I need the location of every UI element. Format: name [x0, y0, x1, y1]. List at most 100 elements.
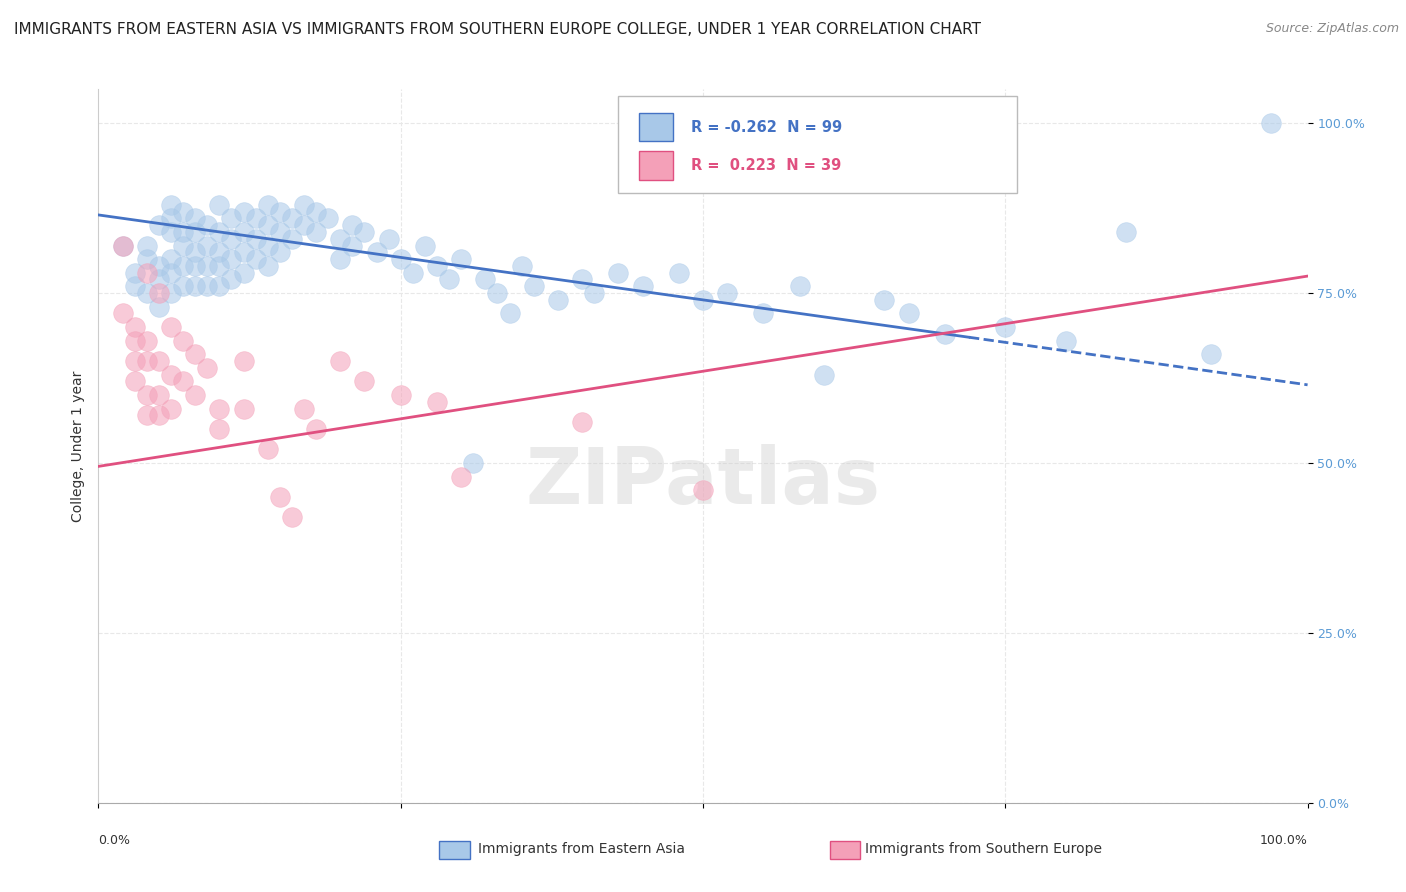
Point [342, 238, 364, 252]
Point [245, 252, 267, 266]
Point [486, 286, 509, 301]
Point [377, 232, 399, 246]
Point [160, 211, 183, 226]
Point [450, 469, 472, 483]
Point [631, 279, 654, 293]
Y-axis label: College, Under 1 year: College, Under 1 year [70, 370, 84, 522]
Point [269, 245, 291, 260]
Point [124, 354, 146, 368]
Point [547, 293, 569, 307]
Point [450, 252, 472, 266]
Point [342, 218, 364, 232]
Text: Immigrants from Eastern Asia: Immigrants from Eastern Asia [478, 842, 685, 856]
Text: Immigrants from Southern Europe: Immigrants from Southern Europe [865, 842, 1102, 856]
Point [245, 211, 267, 226]
Point [148, 354, 170, 368]
Point [135, 252, 157, 266]
Point [413, 238, 436, 252]
Point [245, 232, 267, 246]
Point [160, 320, 183, 334]
Point [208, 259, 231, 273]
Point [305, 204, 328, 219]
Point [232, 354, 254, 368]
Text: Source: ZipAtlas.com: Source: ZipAtlas.com [1265, 22, 1399, 36]
Point [281, 211, 304, 226]
Point [813, 368, 835, 382]
Point [135, 334, 157, 348]
Point [208, 245, 231, 260]
Point [1054, 334, 1077, 348]
Point [571, 272, 593, 286]
Point [184, 279, 207, 293]
Point [148, 388, 170, 402]
Point [111, 238, 134, 252]
Point [172, 225, 194, 239]
Point [305, 225, 328, 239]
Point [510, 259, 533, 273]
Point [135, 409, 157, 423]
Point [135, 238, 157, 252]
Text: ZIPatlas: ZIPatlas [526, 443, 880, 520]
Point [692, 293, 714, 307]
Point [232, 245, 254, 260]
Point [292, 218, 315, 232]
Point [752, 306, 775, 320]
Point [329, 354, 352, 368]
Point [463, 456, 485, 470]
Point [135, 354, 157, 368]
Point [607, 266, 630, 280]
FancyBboxPatch shape [619, 96, 1018, 193]
Point [124, 320, 146, 334]
Point [184, 211, 207, 226]
Point [172, 375, 194, 389]
Point [172, 238, 194, 252]
Point [148, 218, 170, 232]
Point [208, 198, 231, 212]
Point [571, 415, 593, 429]
Point [148, 259, 170, 273]
Point [135, 388, 157, 402]
Point [221, 252, 243, 266]
Point [329, 252, 352, 266]
Point [124, 266, 146, 280]
Point [1115, 225, 1137, 239]
Point [160, 401, 183, 416]
Point [474, 272, 496, 286]
Point [256, 198, 278, 212]
Point [668, 266, 690, 280]
Point [256, 259, 278, 273]
Point [353, 225, 375, 239]
Point [426, 259, 449, 273]
Point [305, 422, 328, 436]
Point [172, 204, 194, 219]
Point [195, 259, 218, 273]
Text: R = -0.262  N = 99: R = -0.262 N = 99 [690, 120, 842, 135]
Point [124, 334, 146, 348]
Point [897, 306, 920, 320]
Point [232, 204, 254, 219]
Point [281, 232, 304, 246]
Point [135, 286, 157, 301]
Point [1260, 116, 1282, 130]
Point [1199, 347, 1222, 361]
Point [221, 211, 243, 226]
Point [160, 198, 183, 212]
Point [692, 483, 714, 498]
Point [329, 232, 352, 246]
Point [160, 225, 183, 239]
Point [124, 279, 146, 293]
Point [873, 293, 896, 307]
Bar [638, 152, 673, 180]
Point [934, 326, 956, 341]
Point [111, 238, 134, 252]
Point [221, 272, 243, 286]
Point [195, 279, 218, 293]
Point [292, 401, 315, 416]
Point [172, 279, 194, 293]
Point [184, 347, 207, 361]
Point [148, 300, 170, 314]
Point [232, 266, 254, 280]
Point [148, 286, 170, 301]
Point [208, 225, 231, 239]
Point [389, 252, 412, 266]
